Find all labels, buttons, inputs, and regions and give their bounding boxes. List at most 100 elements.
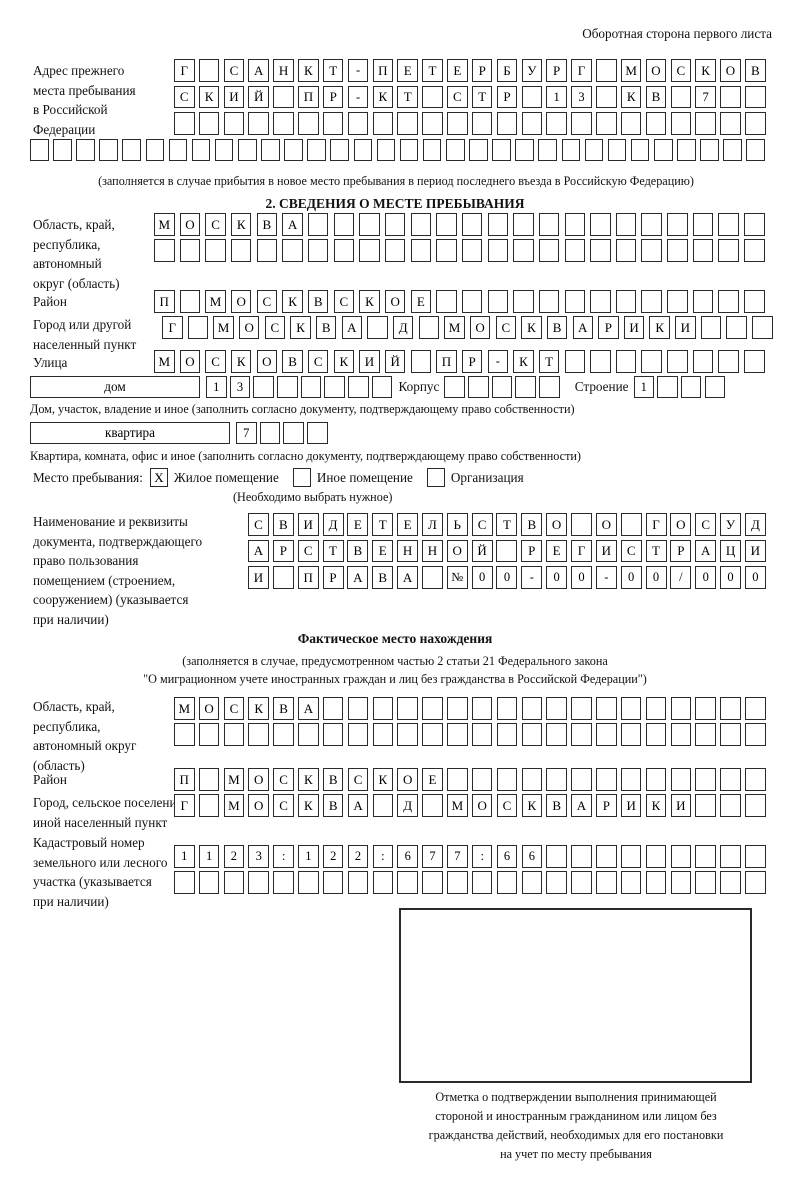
char-cell[interactable]: О <box>248 794 269 817</box>
dom-cell[interactable] <box>348 376 369 398</box>
char-cell[interactable] <box>615 290 637 313</box>
char-cell[interactable] <box>718 239 739 262</box>
char-cell[interactable]: Е <box>447 59 468 82</box>
char-cell[interactable]: № <box>446 566 468 589</box>
char-cell[interactable]: С <box>620 539 642 562</box>
char-cell[interactable] <box>447 723 468 746</box>
char-cell[interactable] <box>667 213 688 236</box>
char-cell[interactable]: 2 <box>322 845 344 868</box>
char-cell[interactable]: Р <box>670 539 692 562</box>
char-cell[interactable]: Т <box>397 85 418 108</box>
char-cell[interactable]: В <box>372 566 394 589</box>
char-cell[interactable] <box>641 239 662 262</box>
char-cell[interactable]: В <box>521 513 543 536</box>
char-cell[interactable]: К <box>620 85 642 108</box>
char-cell[interactable]: О <box>179 213 201 236</box>
char-cell[interactable] <box>191 138 211 161</box>
char-cell[interactable] <box>410 213 432 236</box>
char-cell[interactable] <box>347 697 369 720</box>
char-cell[interactable] <box>487 213 509 236</box>
char-cell[interactable] <box>372 697 394 720</box>
char-cell[interactable] <box>745 85 766 108</box>
char-cell[interactable]: О <box>230 290 252 313</box>
char-cell[interactable]: К <box>521 794 543 817</box>
stroenie-cell[interactable] <box>657 376 678 398</box>
char-cell[interactable]: В <box>546 316 568 339</box>
char-cell[interactable]: С <box>447 85 468 108</box>
char-cell[interactable]: К <box>290 316 311 339</box>
char-cell[interactable]: Е <box>347 513 369 536</box>
char-cell[interactable]: К <box>230 213 252 236</box>
dom-cell[interactable] <box>324 376 345 398</box>
char-cell[interactable] <box>695 845 716 868</box>
char-cell[interactable] <box>447 768 468 791</box>
char-cell[interactable] <box>248 112 269 135</box>
char-cell[interactable]: Т <box>496 513 518 536</box>
char-cell[interactable]: И <box>359 350 380 373</box>
char-cell[interactable] <box>237 138 257 161</box>
char-cell[interactable] <box>284 138 303 161</box>
stay-type-row[interactable]: Место пребывания: X Жилое помещение Иное по… <box>33 468 524 488</box>
char-cell[interactable]: Р <box>521 539 543 562</box>
char-cell[interactable] <box>745 723 766 746</box>
char-cell[interactable]: К <box>282 290 303 313</box>
char-cell[interactable] <box>372 794 394 817</box>
char-cell[interactable]: 7 <box>695 85 716 108</box>
char-cell[interactable]: Т <box>322 539 344 562</box>
char-cell[interactable]: Т <box>372 513 394 536</box>
char-cell[interactable]: 0 <box>496 566 518 589</box>
char-cell[interactable] <box>447 697 468 720</box>
char-cell[interactable]: А <box>248 59 269 82</box>
char-cell[interactable] <box>745 871 766 894</box>
char-cell[interactable]: К <box>521 316 542 339</box>
char-cell[interactable] <box>744 213 765 236</box>
stay-type-checkbox[interactable]: X <box>149 468 168 488</box>
char-cell[interactable] <box>596 112 617 135</box>
char-cell[interactable]: А <box>248 539 269 562</box>
char-cell[interactable] <box>445 138 465 161</box>
char-cell[interactable]: П <box>298 85 319 108</box>
char-cell[interactable] <box>645 768 667 791</box>
char-cell[interactable] <box>571 723 592 746</box>
char-cell[interactable]: К <box>230 350 252 373</box>
kvartira-cell[interactable] <box>259 422 281 444</box>
char-cell[interactable] <box>645 112 667 135</box>
char-cell[interactable]: С <box>471 513 493 536</box>
char-cell[interactable] <box>564 290 585 313</box>
char-cell[interactable]: С <box>307 350 329 373</box>
char-cell[interactable] <box>695 112 716 135</box>
char-cell[interactable] <box>521 871 543 894</box>
char-cell[interactable]: В <box>322 794 344 817</box>
char-cell[interactable]: О <box>471 794 493 817</box>
char-cell[interactable]: 1 <box>298 845 319 868</box>
char-cell[interactable]: Л <box>421 513 443 536</box>
char-cell[interactable]: Т <box>645 539 667 562</box>
char-cell[interactable] <box>538 290 560 313</box>
char-cell[interactable] <box>397 697 418 720</box>
char-cell[interactable] <box>367 316 388 339</box>
char-cell[interactable]: О <box>446 539 468 562</box>
char-cell[interactable] <box>571 112 592 135</box>
char-cell[interactable] <box>670 112 692 135</box>
char-cell[interactable]: Г <box>162 316 183 339</box>
char-cell[interactable] <box>487 290 509 313</box>
char-cell[interactable] <box>307 138 326 161</box>
char-cell[interactable] <box>546 112 567 135</box>
char-cell[interactable] <box>692 213 714 236</box>
char-cell[interactable] <box>564 350 585 373</box>
char-cell[interactable]: С <box>205 213 226 236</box>
char-cell[interactable]: М <box>154 213 175 236</box>
char-cell[interactable] <box>718 290 739 313</box>
char-cell[interactable] <box>223 723 245 746</box>
char-cell[interactable] <box>590 213 611 236</box>
dom-cell[interactable] <box>300 376 322 398</box>
char-cell[interactable] <box>168 138 188 161</box>
char-cell[interactable]: О <box>546 513 568 536</box>
char-cell[interactable]: 0 <box>695 566 717 589</box>
char-cell[interactable] <box>700 316 722 339</box>
char-cell[interactable]: Н <box>397 539 419 562</box>
char-cell[interactable] <box>521 85 543 108</box>
char-cell[interactable]: 1 <box>198 845 220 868</box>
